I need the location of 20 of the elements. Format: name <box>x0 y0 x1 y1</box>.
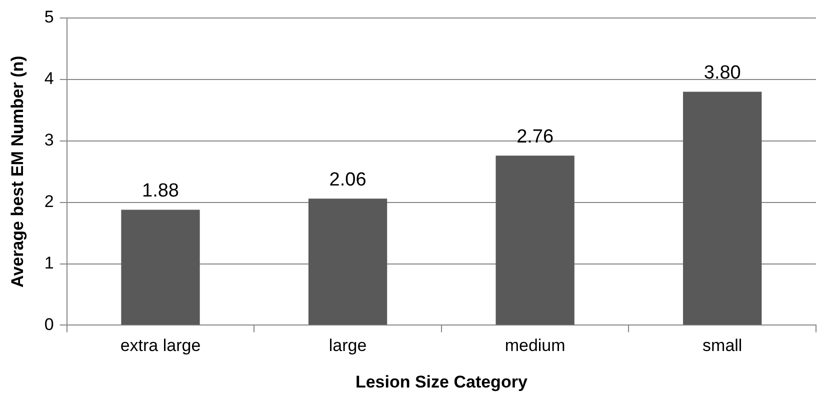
x-axis-title: Lesion Size Category <box>355 372 528 392</box>
x-tick-label: small <box>702 336 742 356</box>
bar <box>121 210 200 325</box>
bar <box>496 156 574 325</box>
data-label: 2.76 <box>516 126 554 148</box>
bar <box>308 198 388 325</box>
y-axis-title: Average best EM Number (n) <box>8 56 27 288</box>
x-tick-label: medium <box>504 336 566 356</box>
x-tick-label: large <box>328 336 367 356</box>
data-label: 1.88 <box>142 180 179 202</box>
y-tick-label: 5 <box>44 8 54 27</box>
y-tick-label: 4 <box>44 69 54 88</box>
bar <box>683 92 762 325</box>
y-tick-label: 3 <box>44 130 54 150</box>
y-tick-label: 1 <box>44 253 54 272</box>
y-tick-label: 0 <box>44 314 54 334</box>
y-tick-label: 2 <box>44 192 54 212</box>
data-label: 2.06 <box>329 169 366 190</box>
x-tick-label: extra large <box>120 336 201 356</box>
data-label: 3.80 <box>704 62 741 84</box>
